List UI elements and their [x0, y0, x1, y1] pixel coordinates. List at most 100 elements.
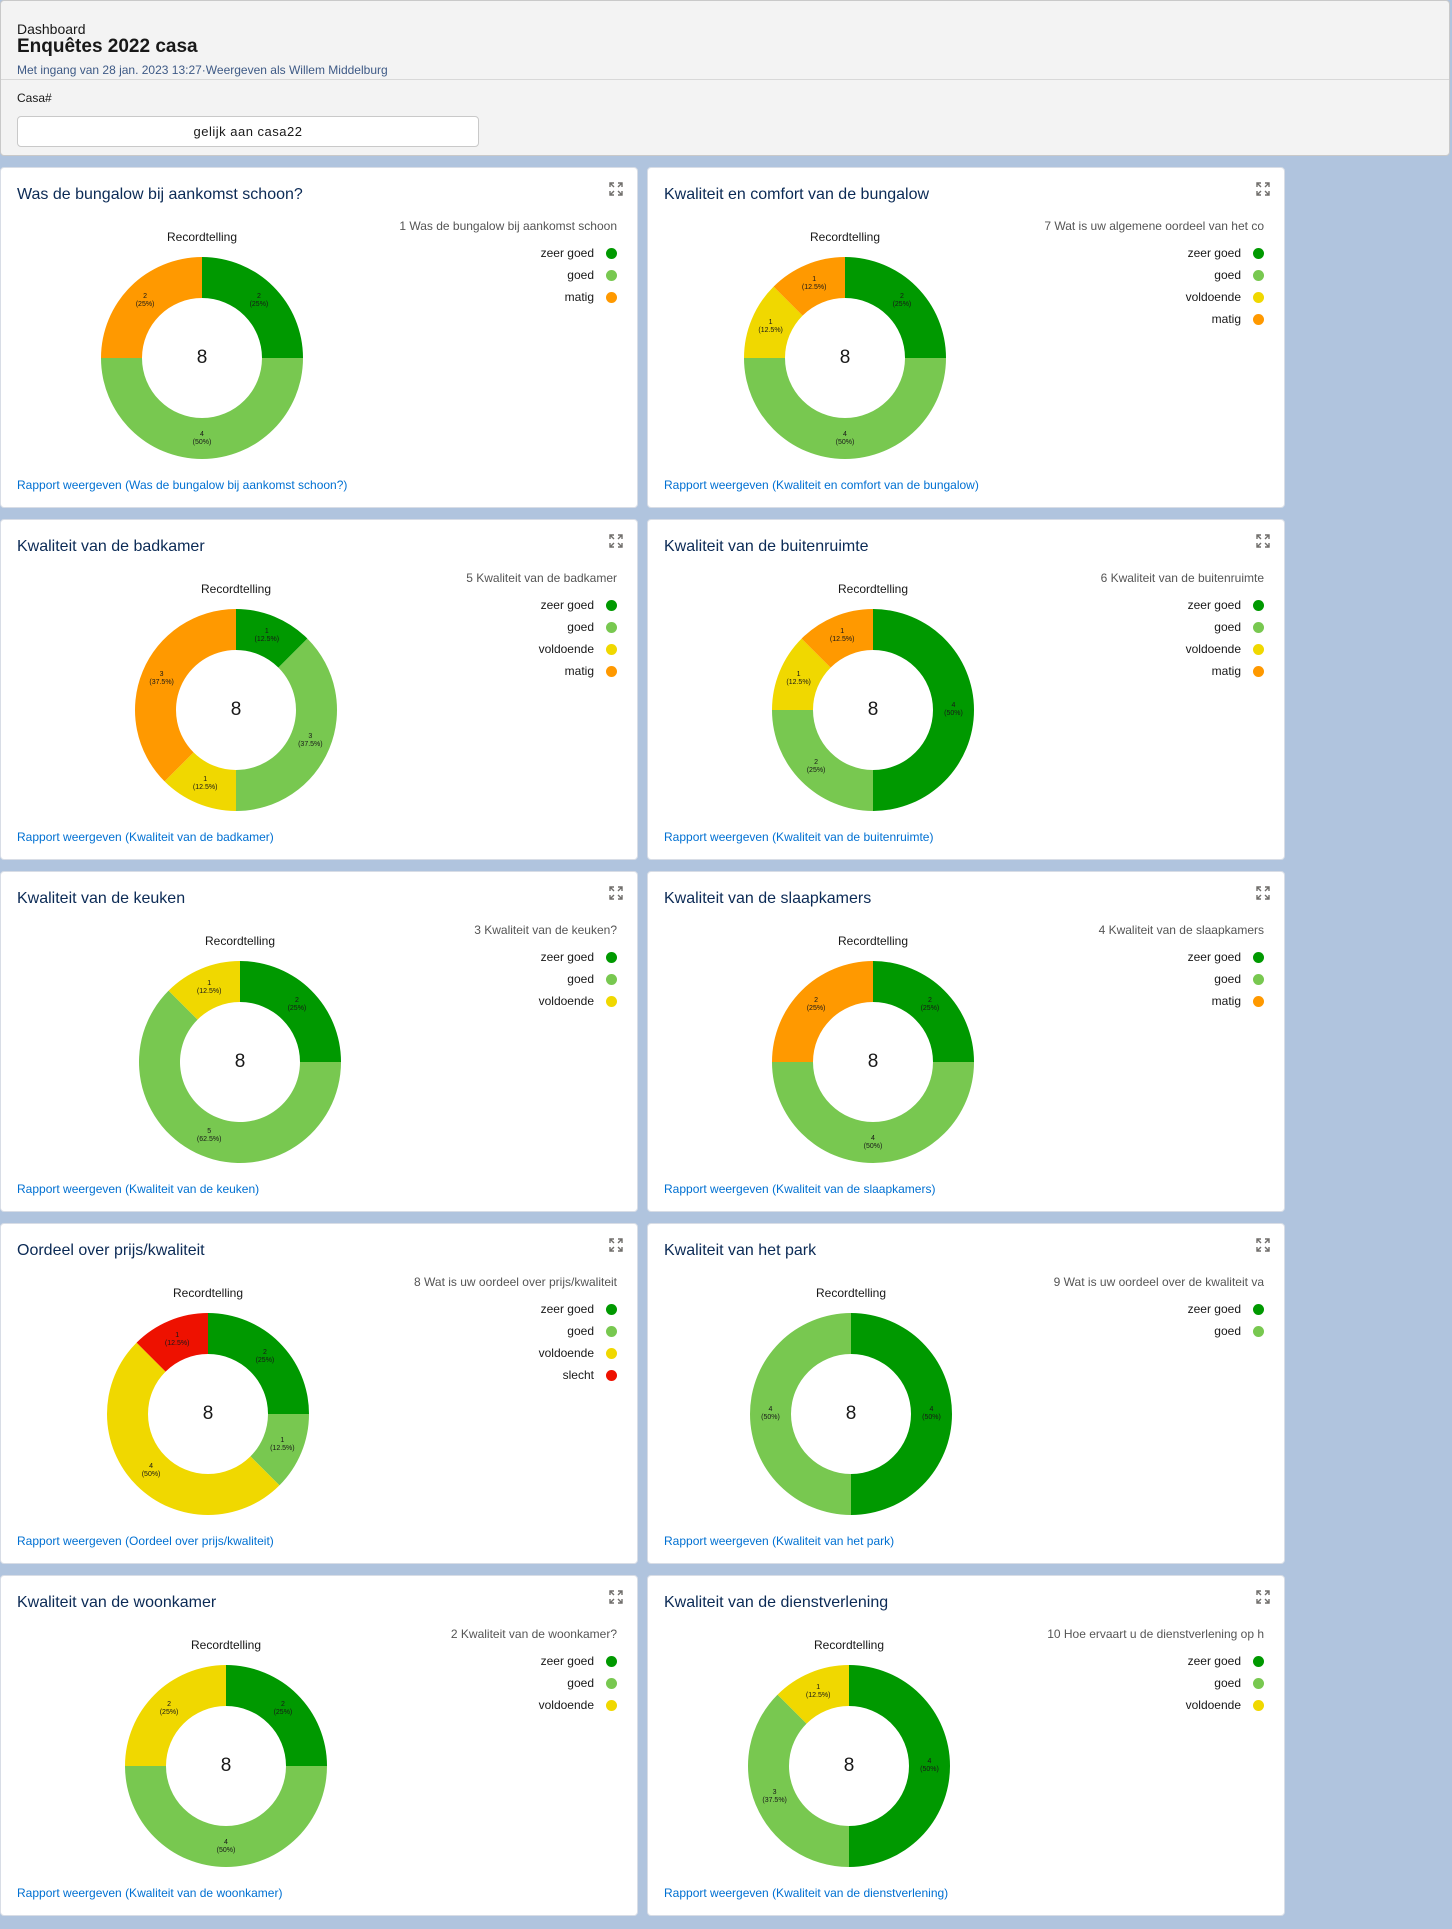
legend-item[interactable]: voldoende — [1186, 638, 1264, 660]
expand-icon[interactable] — [1256, 1590, 1270, 1604]
card-title: Kwaliteit van het park — [664, 1242, 817, 1259]
legend-item[interactable]: goed — [541, 264, 617, 286]
donut-slice-goed[interactable] — [139, 990, 341, 1163]
legend-item[interactable]: matig — [541, 286, 617, 308]
legend-item[interactable]: goed — [539, 968, 617, 990]
legend-item[interactable]: matig — [539, 660, 617, 682]
view-report-link[interactable]: Rapport weergeven (Oordeel over prijs/kw… — [17, 1534, 274, 1548]
legend-title: 9 Wat is uw oordeel over de kwaliteit va — [1053, 1275, 1264, 1289]
legend-item[interactable]: voldoende — [539, 1342, 617, 1364]
legend-swatch — [1253, 951, 1264, 963]
legend-swatch — [606, 1699, 617, 1711]
legend-item[interactable]: goed — [539, 616, 617, 638]
dashboard-card: Kwaliteit van de buitenruimte Recordtelli… — [647, 519, 1285, 860]
view-report-link[interactable]: Rapport weergeven (Kwaliteit van de buit… — [664, 830, 934, 844]
legend-item[interactable]: zeer goed — [539, 946, 617, 968]
view-report-link[interactable]: Rapport weergeven (Kwaliteit van de woon… — [17, 1886, 283, 1900]
donut-total: 8 — [234, 1051, 246, 1072]
slice-data-label: 3 (37.5%) — [149, 671, 174, 687]
expand-icon[interactable] — [1256, 182, 1270, 196]
legend-item[interactable]: goed — [1186, 1672, 1264, 1694]
legend-item[interactable]: matig — [1186, 308, 1264, 330]
legend-item[interactable]: zeer goed — [1186, 242, 1264, 264]
card-title: Oordeel over prijs/kwaliteit — [17, 1242, 205, 1259]
expand-icon[interactable] — [609, 1238, 623, 1252]
legend-item[interactable]: voldoende — [539, 990, 617, 1012]
legend-swatch — [1253, 247, 1264, 259]
view-report-link[interactable]: Rapport weergeven (Kwaliteit van het par… — [664, 1534, 895, 1548]
legend-label: goed — [567, 1324, 594, 1338]
legend-item[interactable]: zeer goed — [1186, 1650, 1264, 1672]
legend-swatch — [606, 1325, 617, 1337]
legend-item[interactable]: voldoende — [539, 1694, 617, 1716]
legend-item[interactable]: zeer goed — [539, 594, 617, 616]
chart-legend: zeer goed goed voldoende matig — [539, 594, 617, 682]
legend-item[interactable]: goed — [1188, 1320, 1264, 1342]
legend-item[interactable]: zeer goed — [539, 1298, 617, 1320]
legend-item[interactable]: zeer goed — [1188, 1298, 1264, 1320]
legend-label: zeer goed — [1187, 950, 1241, 964]
card-title: Kwaliteit van de keuken — [17, 890, 186, 907]
donut-slice-voldoende[interactable] — [106, 1342, 280, 1515]
legend-swatch — [1253, 269, 1264, 281]
legend-swatch — [1253, 1325, 1264, 1337]
legend-item[interactable]: slecht — [539, 1364, 617, 1386]
legend-item[interactable]: zeer goed — [1186, 594, 1264, 616]
legend-title: 1 Was de bungalow bij aankomst schoon — [399, 219, 617, 233]
view-report-link[interactable]: Rapport weergeven (Kwaliteit van de dien… — [664, 1886, 949, 1900]
dashboard-card: Kwaliteit van de dienstverlening Recordte… — [647, 1575, 1285, 1916]
filter-button[interactable]: gelijk aan casa22 — [17, 116, 479, 147]
expand-icon[interactable] — [609, 182, 623, 196]
expand-icon[interactable] — [609, 1590, 623, 1604]
view-report-link[interactable]: Rapport weergeven (Kwaliteit van de badk… — [17, 830, 274, 844]
expand-icon[interactable] — [1256, 1238, 1270, 1252]
chart-measure-label: Recordtelling — [172, 1286, 244, 1300]
donut-total: 8 — [220, 1755, 232, 1776]
donut-slice-goed[interactable] — [236, 638, 337, 811]
card-title: Kwaliteit van de slaapkamers — [664, 890, 872, 907]
legend-item[interactable]: zeer goed — [539, 1650, 617, 1672]
legend-item[interactable]: goed — [1186, 616, 1264, 638]
card-title: Kwaliteit van de dienstverlening — [664, 1594, 889, 1611]
expand-icon[interactable] — [1256, 534, 1270, 548]
legend-item[interactable]: goed — [539, 1672, 617, 1694]
legend-label: goed — [1214, 1324, 1241, 1338]
view-report-link[interactable]: Rapport weergeven (Was de bungalow bij a… — [17, 478, 348, 492]
chart-measure-label: Recordtelling — [837, 582, 909, 596]
legend-item[interactable]: matig — [1188, 990, 1264, 1012]
legend-label: goed — [1214, 620, 1241, 634]
donut-slice-goed[interactable] — [748, 1694, 849, 1867]
slice-data-label: 2 (25%) — [806, 758, 826, 774]
legend-swatch — [1253, 1699, 1264, 1711]
legend-title: 5 Kwaliteit van de badkamer — [466, 571, 617, 585]
view-report-link[interactable]: Rapport weergeven (Kwaliteit en comfort … — [664, 478, 979, 492]
legend-swatch — [606, 1677, 617, 1689]
legend-item[interactable]: goed — [1186, 264, 1264, 286]
legend-item[interactable]: matig — [1186, 660, 1264, 682]
page-title: Enquêtes 2022 casa — [17, 36, 198, 57]
legend-item[interactable]: zeer goed — [1188, 946, 1264, 968]
legend-swatch — [606, 1655, 617, 1667]
legend-item[interactable]: voldoende — [1186, 286, 1264, 308]
legend-label: voldoende — [538, 1698, 594, 1712]
chart-measure-label: Recordtelling — [166, 230, 238, 244]
expand-icon[interactable] — [609, 534, 623, 548]
view-report-link[interactable]: Rapport weergeven (Kwaliteit van de slaa… — [664, 1182, 936, 1196]
legend-swatch — [606, 951, 617, 963]
chart-legend: zeer goed goed voldoende — [1186, 1650, 1264, 1716]
legend-item[interactable]: goed — [1188, 968, 1264, 990]
legend-item[interactable]: zeer goed — [541, 242, 617, 264]
legend-item[interactable]: goed — [539, 1320, 617, 1342]
donut-slice-matig[interactable] — [135, 609, 236, 782]
slice-data-label: 2 (25%) — [255, 1349, 275, 1365]
legend-item[interactable]: voldoende — [1186, 1694, 1264, 1716]
legend-label: goed — [1214, 1676, 1241, 1690]
legend-item[interactable]: voldoende — [539, 638, 617, 660]
legend-swatch — [606, 643, 617, 655]
chart-measure-label: Recordtelling — [813, 1638, 885, 1652]
expand-icon[interactable] — [609, 886, 623, 900]
header-meta: Met ingang van 28 jan. 2023 13:27·Weerge… — [17, 63, 388, 77]
slice-data-label: 4 (50%) — [920, 1758, 939, 1773]
expand-icon[interactable] — [1256, 886, 1270, 900]
view-report-link[interactable]: Rapport weergeven (Kwaliteit van de keuk… — [17, 1182, 260, 1196]
